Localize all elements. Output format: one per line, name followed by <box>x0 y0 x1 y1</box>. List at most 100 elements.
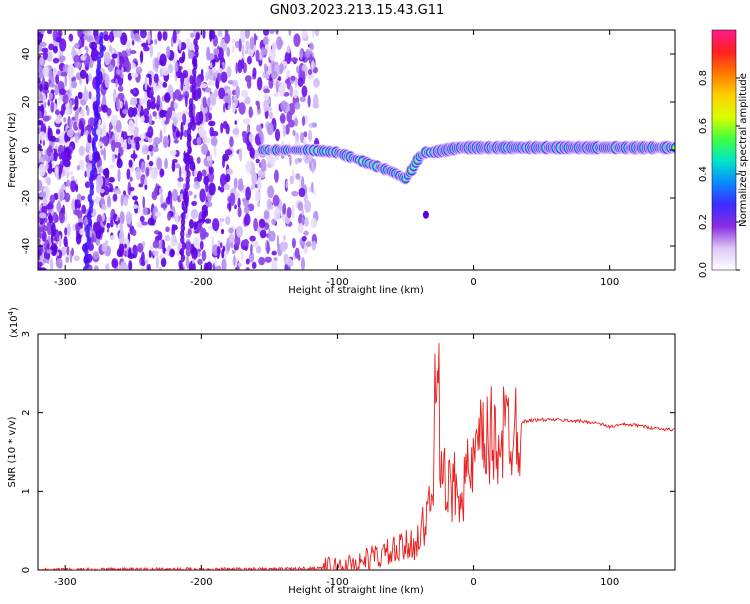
heatmap-speckle <box>41 231 47 242</box>
colorbar-ticks: 0.0 0.2 0.4 0.6 0.8 <box>698 70 740 278</box>
heatmap-speckle <box>52 45 58 54</box>
heatmap-speckle <box>248 252 255 263</box>
heatmap-speckle <box>295 173 301 180</box>
heatmap-speckle <box>51 160 55 175</box>
heatmap-speckle <box>112 193 118 202</box>
heatmap-speckle <box>69 119 73 128</box>
snr-x-axis: -300 -200 -100 0 100 <box>54 334 619 588</box>
heatmap-speckle <box>176 130 181 138</box>
heatmap-speckle <box>216 246 221 255</box>
heatmap-speckle <box>255 35 258 41</box>
heatmap-speckle <box>214 257 217 267</box>
heatmap-speckle <box>144 184 148 190</box>
heatmap-speckle <box>263 88 270 94</box>
heatmap-speckle <box>118 231 125 245</box>
heatmap-speckle <box>271 260 278 270</box>
heatmap-streak <box>194 50 199 58</box>
heatmap-speckle <box>59 191 63 202</box>
heatmap-speckle <box>246 55 252 65</box>
heatmap-speckle <box>142 207 149 216</box>
heatmap-blob <box>422 210 429 219</box>
heatmap-speckle <box>243 119 250 124</box>
heatmap-speckle <box>162 31 168 41</box>
heatmap-speckle <box>313 190 316 196</box>
heatmap-speckle <box>155 182 159 194</box>
heatmap-streak <box>93 122 98 130</box>
heatmap-speckle <box>74 135 79 144</box>
heatmap-speckle <box>176 181 182 188</box>
heatmap-speckle <box>78 222 83 227</box>
heatmap-speckle <box>162 67 170 76</box>
heatmap-streak <box>88 176 94 184</box>
heatmap-speckle <box>55 258 63 269</box>
heatmap-speckle <box>294 77 298 89</box>
heatmap-speckle <box>243 99 251 104</box>
heatmap-speckle <box>153 137 161 146</box>
heatmap-streak <box>184 200 189 208</box>
heatmap-x-label: Height of straight line (km) <box>288 285 424 296</box>
heatmap-speckle <box>133 136 142 142</box>
heatmap-speckle <box>48 214 54 224</box>
heatmap-speckle <box>183 91 190 100</box>
heatmap-speckle <box>38 31 43 46</box>
heatmap-speckle <box>73 255 80 261</box>
heatmap-speckle <box>150 86 154 94</box>
heatmap-speckle <box>282 202 287 215</box>
heatmap-speckle <box>240 251 244 262</box>
heatmap-speckle <box>301 115 306 127</box>
heatmap-streak <box>89 182 95 190</box>
heatmap-speckle <box>62 94 69 105</box>
heatmap-speckle <box>120 194 124 207</box>
heatmap-speckle <box>80 54 86 61</box>
heatmap-speckle <box>255 190 261 202</box>
heatmap-speckle <box>275 80 279 93</box>
heatmap-speckle <box>86 106 90 117</box>
heatmap-speckle <box>117 85 124 92</box>
heatmap-speckle <box>293 33 301 47</box>
heatmap-speckle <box>229 136 234 148</box>
heatmap-speckle <box>232 128 240 136</box>
heatmap-streak <box>190 116 195 124</box>
heatmap-speckle <box>75 199 81 204</box>
heatmap-speckle <box>103 34 110 42</box>
heatmap-streak <box>187 122 193 130</box>
heatmap-speckle <box>300 257 306 270</box>
figure-title: GN03.2023.213.15.43.G11 <box>270 3 445 18</box>
heatmap-speckle <box>236 260 240 270</box>
y-tick-label: 2 <box>21 409 32 415</box>
heatmap-speckle <box>311 161 315 174</box>
heatmap-speckle <box>45 204 53 210</box>
heatmap-speckle <box>311 60 315 70</box>
heatmap-speckle <box>307 68 313 76</box>
heatmap-speckle <box>213 88 219 98</box>
snr-y-label: SNR (10 * v/v) <box>7 416 18 487</box>
heatmap-speckle <box>295 132 300 142</box>
heatmap-streak <box>180 254 186 262</box>
y-tick-label: -40 <box>21 238 32 254</box>
heatmap-speckle <box>226 46 231 57</box>
heatmap-speckle <box>270 156 276 168</box>
heatmap-speckle <box>114 141 122 148</box>
heatmap-speckle <box>178 39 182 51</box>
heatmap-speckle <box>201 204 208 214</box>
heatmap-streak <box>87 194 92 202</box>
heatmap-speckle <box>263 94 270 100</box>
heatmap-speckle <box>164 234 171 242</box>
heatmap-speckle <box>111 53 118 59</box>
heatmap-speckle <box>67 64 75 75</box>
heatmap-streak <box>185 182 190 190</box>
heatmap-speckle <box>115 78 118 88</box>
heatmap-speckle <box>196 156 201 164</box>
heatmap-speckle <box>126 168 131 180</box>
heatmap-speckle <box>46 30 53 35</box>
heatmap-speckle <box>274 128 281 142</box>
heatmap-speckle <box>121 263 129 270</box>
heatmap-streak <box>86 212 92 220</box>
heatmap-speckle <box>141 42 148 48</box>
heatmap-speckle <box>219 217 225 222</box>
heatmap-streak <box>191 92 197 100</box>
heatmap-speckle <box>179 131 183 141</box>
heatmap-speckle <box>285 124 290 135</box>
heatmap-speckle <box>81 204 87 215</box>
heatmap-speckle <box>46 249 53 254</box>
